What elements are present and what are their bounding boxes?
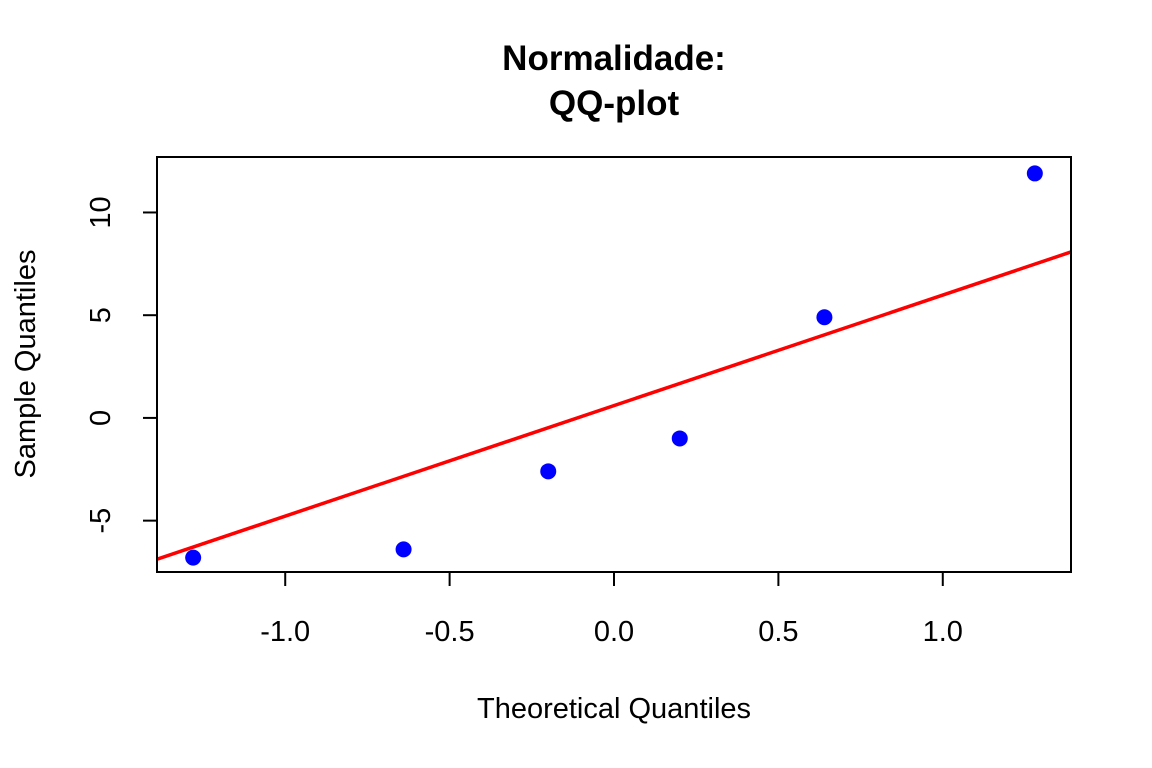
- reference-line-layer: [157, 250, 1071, 561]
- x-tick-label: 0.0: [594, 616, 634, 648]
- x-tick-label: 0.5: [758, 616, 798, 648]
- y-tick-label: 5: [85, 307, 117, 323]
- data-point: [671, 430, 688, 447]
- y-tick-label: 0: [85, 410, 117, 426]
- qq-reference-line: [157, 250, 1071, 561]
- data-point: [540, 463, 557, 480]
- data-point: [1026, 165, 1043, 182]
- y-axis-label: Sample Quantiles: [10, 250, 42, 479]
- x-tick-label: 1.0: [923, 616, 963, 648]
- data-point: [816, 309, 833, 326]
- x-tick-label: -0.5: [425, 616, 475, 648]
- x-axis: -1.0 -0.5 0.0 0.5 1.0: [260, 571, 963, 648]
- y-tick-label: 10: [85, 196, 117, 228]
- y-tick-label: -5: [85, 508, 117, 534]
- x-axis-label: Theoretical Quantiles: [477, 693, 751, 725]
- data-point: [185, 549, 202, 566]
- points-layer: [185, 165, 1043, 566]
- chart-title-line-1: Normalidade:: [502, 39, 726, 78]
- plot-frame: [156, 156, 1072, 573]
- chart-title-line-2: QQ-plot: [549, 84, 680, 123]
- y-axis: -5 0 5 10: [85, 196, 158, 534]
- data-point: [395, 541, 412, 558]
- x-tick-label: -1.0: [260, 616, 310, 648]
